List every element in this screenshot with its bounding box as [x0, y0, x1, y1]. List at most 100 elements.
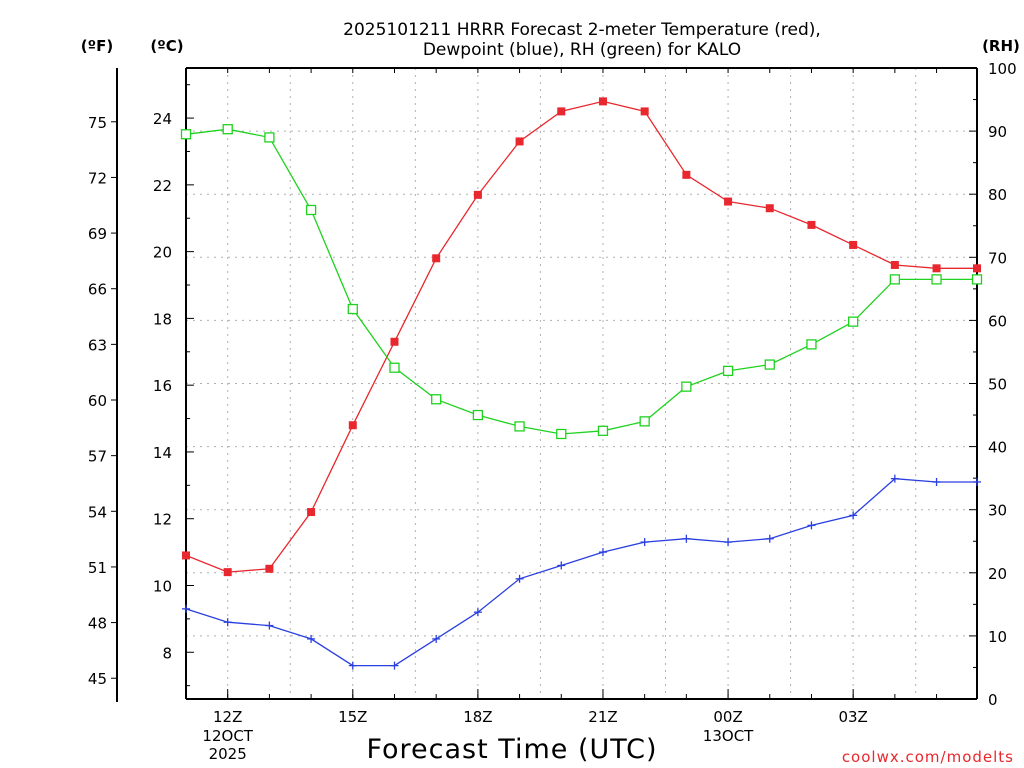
- credit-text: coolwx.com/modelts: [842, 748, 1014, 766]
- rh-point: [347, 303, 358, 315]
- dewpoint-point: [765, 534, 774, 543]
- dewpoint-point: [473, 608, 482, 617]
- axes: 8 10 12 14 16 18 20 22 24 45 48 51 54 57 60 63 66 69 72 75 0…: [88, 60, 1017, 763]
- rh-tick-label: 10: [988, 628, 1007, 646]
- x-tick-date-label: 13OCT: [703, 727, 754, 745]
- celsius-tick-label: 12: [153, 511, 172, 529]
- celsius-tick-label: 22: [153, 177, 172, 195]
- rh-point: [556, 428, 567, 440]
- 2-meter-temperature-point: [265, 564, 274, 573]
- x-tick-label: 21Z: [588, 708, 617, 726]
- rh-tick-label: 80: [988, 186, 1007, 204]
- dewpoint-point: [807, 521, 816, 530]
- x-tick-label: 12Z: [213, 708, 242, 726]
- 2-meter-temperature-line: [185, 100, 977, 573]
- celsius-tick-label: 24: [153, 110, 172, 128]
- chart-title-line2: Dewpoint (blue), RH (green) for KALO: [423, 40, 741, 60]
- dewpoint-point: [307, 634, 316, 643]
- fahrenheit-tick-label: 54: [88, 503, 107, 521]
- celsius-tick-label: 14: [153, 444, 172, 462]
- rh-point: [681, 381, 692, 392]
- rh-unit-label: (RH): [982, 37, 1020, 55]
- 2-meter-temperature-point: [973, 264, 981, 273]
- dewpoint-point: [223, 618, 232, 627]
- 2-meter-temperature-point: [765, 204, 774, 213]
- rh-point: [806, 339, 817, 350]
- 2-meter-temperature-point: [432, 254, 441, 263]
- gridlines: [186, 68, 977, 699]
- dewpoint-point: [557, 561, 566, 570]
- dewpoint-point: [724, 538, 733, 547]
- chart-title-line1: 2025101211 HRRR Forecast 2-meter Tempera…: [343, 20, 821, 40]
- x-tick-label: 18Z: [463, 708, 492, 726]
- dewpoint-point: [640, 538, 649, 547]
- dewpoint-point: [432, 634, 441, 643]
- 2-meter-temperature-point: [849, 240, 858, 249]
- 2-meter-temperature-point: [473, 190, 482, 199]
- rh-point: [764, 359, 775, 370]
- dewpoint-point: [932, 477, 941, 486]
- fahrenheit-tick-label: 51: [88, 559, 107, 577]
- dewpoint-point: [890, 474, 899, 483]
- fahrenheit-tick-label: 60: [88, 392, 107, 410]
- fahrenheit-tick-label: 72: [88, 169, 107, 187]
- rh-point: [264, 132, 275, 143]
- fahrenheit-tick-label: 45: [88, 670, 107, 688]
- rh-point: [305, 204, 317, 216]
- rh-tick-label: 0: [988, 691, 998, 709]
- dewpoint-point: [849, 511, 858, 520]
- 2-meter-temperature-point: [557, 107, 566, 116]
- 2-meter-temperature-point: [932, 264, 941, 273]
- dewpoint-point: [390, 661, 399, 670]
- dewpoint-point: [348, 661, 357, 670]
- celsius-tick-label: 10: [153, 577, 172, 595]
- rh-point: [222, 124, 233, 135]
- rh-point: [889, 274, 901, 285]
- dewpoint-point: [265, 621, 274, 630]
- dewpoint-point: [682, 534, 691, 543]
- rh-point: [639, 416, 650, 427]
- 2-meter-temperature-point: [223, 568, 232, 577]
- 2-meter-temperature-point: [640, 107, 649, 116]
- rh-tick-label: 90: [988, 123, 1007, 141]
- x-tick-label: 03Z: [838, 708, 867, 726]
- rh-line: [185, 128, 977, 435]
- celsius-tick-label: 8: [162, 644, 172, 662]
- x-tick-label: 00Z: [713, 708, 742, 726]
- series-layer: [180, 97, 983, 670]
- 2-meter-temperature-point: [348, 421, 357, 430]
- fahrenheit-tick-label: 75: [88, 114, 107, 132]
- dewpoint-point: [598, 548, 607, 557]
- rh-point: [180, 129, 192, 140]
- celsius-tick-label: 20: [153, 244, 172, 262]
- dewpoint-point: [973, 477, 981, 486]
- x-tick-year-label: 2025: [209, 745, 247, 763]
- rh-point: [597, 425, 609, 436]
- rh-tick-label: 70: [988, 249, 1007, 267]
- rh-tick-label: 50: [988, 376, 1007, 394]
- rh-tick-label: 20: [988, 565, 1007, 583]
- 2-meter-temperature-point: [307, 508, 316, 517]
- rh-tick-label: 100: [988, 60, 1017, 78]
- x-tick-label: 15Z: [338, 708, 367, 726]
- celsius-tick-label: 18: [153, 310, 172, 328]
- 2-meter-temperature-point: [682, 170, 691, 179]
- 2-meter-temperature-point: [807, 220, 816, 229]
- rh-tick-label: 60: [988, 312, 1007, 330]
- 2-meter-temperature-point: [515, 137, 524, 146]
- 2-meter-temperature-point: [598, 97, 607, 106]
- dewpoint-line: [185, 478, 977, 667]
- rh-tick-label: 40: [988, 439, 1007, 457]
- 2-meter-temperature-point: [390, 337, 399, 346]
- fahrenheit-unit-label: (ºF): [81, 37, 113, 55]
- rh-point: [389, 362, 400, 373]
- fahrenheit-tick-label: 66: [88, 281, 107, 299]
- 2-meter-temperature-point: [890, 260, 899, 269]
- rh-point: [931, 274, 942, 285]
- celsius-unit-label: (ºC): [150, 37, 183, 55]
- x-tick-date-label: 12OCT: [202, 727, 253, 745]
- x-axis-label: Forecast Time (UTC): [366, 734, 657, 765]
- rh-tick-label: 30: [988, 502, 1007, 520]
- 2-meter-temperature-point: [724, 197, 733, 206]
